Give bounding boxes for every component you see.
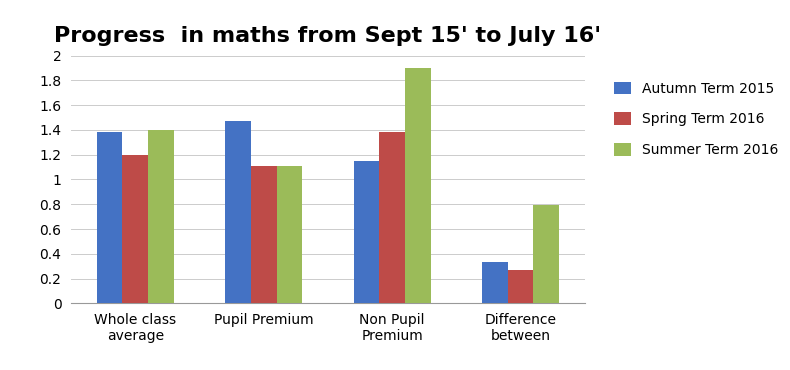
Bar <box>379 132 404 303</box>
Bar <box>353 161 379 303</box>
Bar <box>122 155 149 303</box>
Legend: Autumn Term 2015, Spring Term 2016, Summer Term 2016: Autumn Term 2015, Spring Term 2016, Summ… <box>607 75 785 164</box>
Bar <box>507 270 533 303</box>
Bar <box>96 132 122 303</box>
Title: Progress  in maths from Sept 15' to July 16': Progress in maths from Sept 15' to July … <box>55 26 601 46</box>
Bar <box>276 166 302 303</box>
Bar <box>533 205 559 303</box>
Bar <box>251 166 276 303</box>
Bar <box>225 121 251 303</box>
Bar <box>149 130 174 303</box>
Bar <box>482 262 507 303</box>
Bar <box>404 68 431 303</box>
